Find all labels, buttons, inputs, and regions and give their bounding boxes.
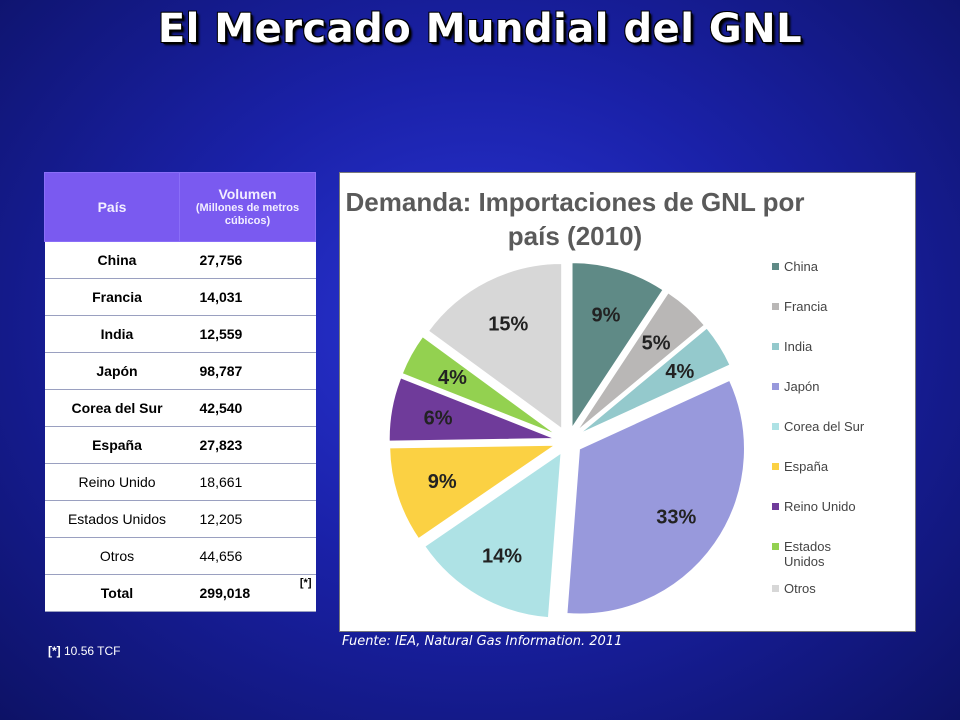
country-cell: India: [44, 315, 180, 353]
volume-cell: 42,540: [179, 389, 316, 427]
table-row: Otros 44,656: [44, 537, 316, 575]
pie-chart-plot: 9% 5% 4% 33% 14% 9% 6% 4% 15%: [388, 262, 745, 619]
footnote-text: 10.56 TCF: [60, 644, 121, 658]
legend-label: India: [784, 339, 813, 354]
pie-data-label: 9%: [428, 471, 457, 493]
header-volume-label: Volumen: [218, 186, 277, 202]
pie-data-label: 5%: [642, 333, 671, 355]
legend-swatch: [772, 383, 779, 390]
legend-label: Japón: [784, 379, 820, 394]
volume-cell: 12,559: [179, 315, 316, 353]
legend-swatch: [772, 585, 779, 592]
table-row: India 12,559: [44, 315, 316, 353]
country-cell: Francia: [44, 278, 180, 316]
header-volume: Volumen (Millones de metros cúbicos): [179, 172, 316, 242]
pie-slice-estados-unidos: [401, 336, 557, 435]
country-cell: Estados Unidos: [44, 500, 180, 538]
legend-swatch: [772, 463, 779, 470]
legend-swatch: [772, 423, 779, 430]
pie-slice-corea-del-sur: [424, 452, 562, 619]
chart-title: Demanda: Importaciones de GNL por país (…: [345, 187, 805, 251]
pie-slice-reino-unido: [388, 377, 555, 442]
source-note: Fuente: IEA, Natural Gas Information. 20…: [342, 634, 623, 649]
country-cell: China: [44, 241, 180, 279]
pie-data-label: 9%: [591, 305, 620, 327]
total-value: 299,018: [199, 585, 251, 601]
footnote: [*] 10.56 TCF: [48, 644, 120, 658]
legend-swatch: [772, 343, 779, 350]
pie-data-label: 4%: [438, 367, 467, 389]
country-cell: España: [44, 426, 180, 464]
legend-label: China: [784, 259, 818, 274]
table-row: Estados Unidos 12,205: [44, 500, 316, 538]
volume-cell: 98,787: [179, 352, 316, 390]
pie-data-label: 4%: [665, 361, 694, 383]
footnote-mark: [*]: [48, 644, 61, 658]
pie-data-label: 6%: [424, 407, 453, 429]
legend-swatch: [772, 503, 779, 510]
table-row: Reino Unido 18,661: [44, 463, 316, 501]
pie-slice-china: [571, 262, 664, 430]
legend-label: España: [784, 459, 829, 474]
table-row: Francia 14,031: [44, 278, 316, 316]
header-volume-unit: (Millones de metros cúbicos): [195, 202, 300, 227]
table-row: China 27,756: [44, 241, 316, 279]
slide-title: El Mercado Mundial del GNL: [157, 6, 803, 52]
legend-swatch: [772, 543, 779, 550]
table-row: Corea del Sur 42,540: [44, 389, 316, 427]
pie-data-label: 14%: [482, 545, 522, 567]
legend-swatch: [772, 263, 779, 270]
footnote-mark: [*]: [299, 577, 312, 589]
legend-label: Corea del Sur: [784, 419, 865, 434]
header-country: País: [44, 172, 180, 242]
pie-slice-francia: [576, 292, 706, 431]
table-row: España 27,823: [44, 426, 316, 464]
volume-cell: 12,205: [179, 500, 316, 538]
total-label: Total: [44, 574, 180, 612]
pie-chart: Demanda: Importaciones de GNL por país (…: [339, 172, 916, 632]
volume-cell: 44,656: [179, 537, 316, 575]
pie-slice-españa: [389, 444, 557, 540]
volume-table: País Volumen (Millones de metros cúbicos…: [44, 172, 316, 612]
volume-cell: 27,756: [179, 241, 316, 279]
pie-data-label: 15%: [488, 313, 528, 335]
volume-cell: 14,031: [179, 278, 316, 316]
country-cell: Japón: [44, 352, 180, 390]
volume-cell: 18,661: [179, 463, 316, 501]
legend-label: Reino Unido: [784, 499, 856, 514]
legend-label: Francia: [784, 299, 828, 314]
pie-slice-otros: [427, 263, 563, 430]
legend-swatch: [772, 303, 779, 310]
legend-label: Otros: [784, 581, 816, 596]
legend-label: Estados Unidos: [784, 539, 831, 569]
country-cell: Corea del Sur: [44, 389, 180, 427]
table-row: Japón 98,787: [44, 352, 316, 390]
pie-data-label: 33%: [656, 507, 696, 529]
country-cell: Otros: [44, 537, 180, 575]
volume-cell: 27,823: [179, 426, 316, 464]
total-value-cell: 299,018 [*]: [179, 574, 316, 612]
pie-slice-japón: [566, 379, 745, 615]
pie-slice-india: [579, 327, 731, 435]
table-total-row: Total 299,018 [*]: [44, 574, 316, 612]
country-cell: Reino Unido: [44, 463, 180, 501]
